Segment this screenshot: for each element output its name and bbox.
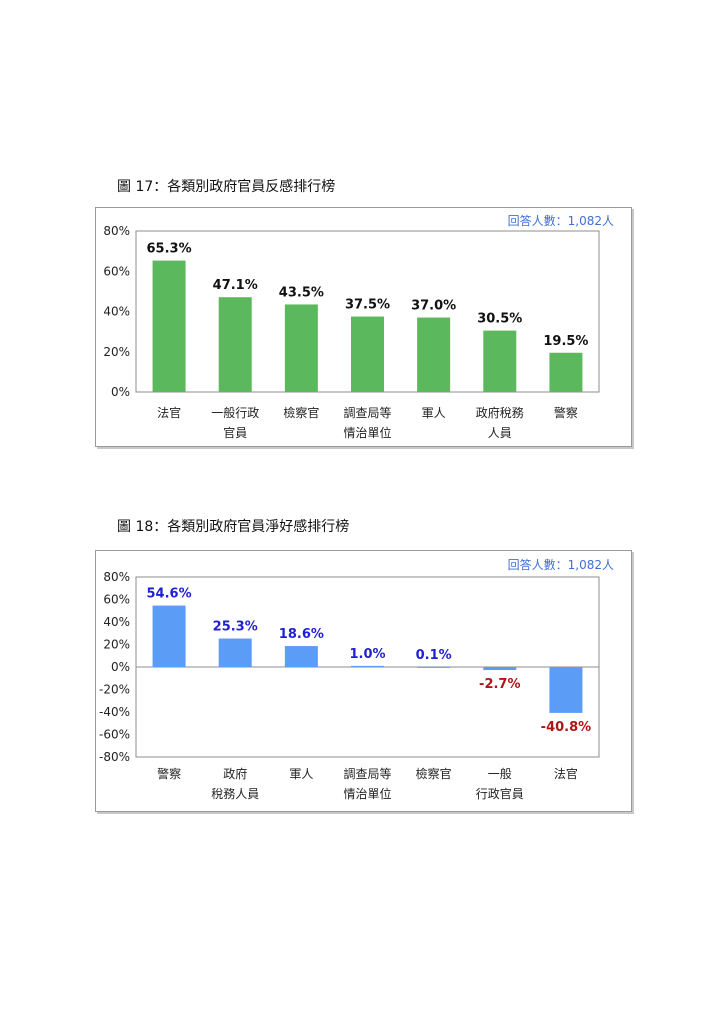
category-label-line: 行政官員 <box>476 786 524 801</box>
bar-5 <box>483 667 517 671</box>
bar-value-label-6: 19.5% <box>543 334 588 349</box>
bar-2 <box>284 304 318 392</box>
bar-3 <box>351 316 384 392</box>
bar-4 <box>417 666 451 668</box>
bar-1 <box>218 297 252 392</box>
category-label-2: 檢察官 <box>283 405 319 420</box>
bar-value-label-5: -2.7% <box>479 677 520 692</box>
bar-value-label-5: 30.5% <box>477 312 522 327</box>
bar-value-label-3: 37.5% <box>345 298 390 313</box>
figure-18-title: 圖 18：各類別政府官員淨好感排行榜 <box>117 519 350 535</box>
bar-value-label-1: 25.3% <box>213 620 258 635</box>
category-label-3: 調查局等情治單位 <box>343 406 391 440</box>
y-tick-label: 60% <box>103 264 130 278</box>
bar-value-label-1: 47.1% <box>213 278 258 293</box>
chart-18-svg: 回答人數：1,082人 80% 60% 40% 20% 0% -20% -40% -60% -80… <box>99 557 614 801</box>
category-label-line: 情治單位 <box>343 786 391 801</box>
respondent-count-annotation: 回答人數：1,082人 <box>508 213 614 228</box>
y-tick-label: 0% <box>111 385 130 399</box>
category-label-5: 政府稅務人員 <box>476 405 524 440</box>
bar-value-label-3: 1.0% <box>349 647 385 662</box>
category-label-line: 人員 <box>488 426 512 440</box>
category-label-line: 情治單位 <box>343 425 391 440</box>
bar-value-label-4: 0.1% <box>416 648 452 663</box>
category-label-line: 政府 <box>223 766 247 781</box>
bar-value-label-2: 18.6% <box>279 627 324 642</box>
category-label-line: 軍人 <box>289 767 313 781</box>
chart-18-panel: 回答人數：1,082人 80% 60% 40% 20% 0% -20% -40% -60% -80… <box>95 550 632 812</box>
category-label-line: 檢察官 <box>283 405 319 420</box>
y-tick-label: 80% <box>103 570 130 584</box>
category-label-3: 調查局等情治單位 <box>343 767 391 801</box>
figure-17-title: 圖 17：各類別政府官員反感排行榜 <box>117 179 336 195</box>
category-label-2: 軍人 <box>289 767 313 781</box>
chart-17-panel: 回答人數：1,082人 80% 60% 40% 20% 0% 65.3% 法官 47.1% 一般行… <box>95 207 632 447</box>
bar-6 <box>549 352 583 392</box>
category-label-line: 官員 <box>223 425 247 440</box>
bar-value-label-0: 65.3% <box>147 242 192 257</box>
category-label-line: 檢察官 <box>416 766 452 781</box>
bar-value-label-4: 37.0% <box>411 299 456 314</box>
bar-value-label-2: 43.5% <box>279 285 324 300</box>
category-label-line: 警察 <box>554 405 578 420</box>
category-label-4: 軍人 <box>422 406 446 420</box>
category-label-line: 政府稅務 <box>476 405 524 420</box>
category-label-6: 警察 <box>554 405 578 420</box>
category-label-line: 稅務人員 <box>211 787 259 801</box>
bar-2 <box>284 646 318 667</box>
chart-17-svg: 回答人數：1,082人 80% 60% 40% 20% 0% 65.3% 法官 47.1% 一般行… <box>103 213 614 440</box>
y-tick-label: 20% <box>103 345 130 359</box>
bar-5 <box>483 330 517 392</box>
bar-4 <box>417 317 451 392</box>
bar-value-label-0: 54.6% <box>147 587 192 602</box>
category-label-0: 警察 <box>157 766 181 781</box>
y-tick-label: 0% <box>111 660 130 674</box>
y-tick-label: 40% <box>103 615 130 629</box>
category-label-0: 法官 <box>157 405 181 420</box>
bar-6 <box>549 667 583 713</box>
category-label-1: 政府稅務人員 <box>211 766 259 801</box>
category-label-line: 法官 <box>554 766 578 781</box>
category-label-line: 法官 <box>157 405 181 420</box>
y-tick-label: -80% <box>99 750 130 764</box>
category-label-line: 一般行政 <box>211 405 259 420</box>
category-label-line: 調查局等 <box>343 767 391 781</box>
bar-1 <box>218 638 252 667</box>
bar-3 <box>351 665 384 667</box>
category-label-6: 法官 <box>554 766 578 781</box>
category-label-line: 軍人 <box>422 406 446 420</box>
category-label-line: 警察 <box>157 766 181 781</box>
y-tick-label: 20% <box>103 638 130 652</box>
y-tick-label: -20% <box>99 683 130 697</box>
y-tick-label: 80% <box>103 224 130 238</box>
y-tick-label: 40% <box>103 305 130 319</box>
y-tick-label: -60% <box>99 728 130 742</box>
category-label-4: 檢察官 <box>416 766 452 781</box>
category-label-5: 一般行政官員 <box>476 766 524 801</box>
category-label-line: 調查局等 <box>343 406 391 420</box>
y-tick-label: 60% <box>103 593 130 607</box>
category-label-line: 一般 <box>488 766 512 781</box>
category-label-1: 一般行政官員 <box>211 405 259 440</box>
bar-0 <box>152 260 186 392</box>
bar-0 <box>152 605 186 667</box>
respondent-count-annotation: 回答人數：1,082人 <box>508 557 614 572</box>
bar-value-label-6: -40.8% <box>541 720 592 735</box>
y-tick-label: -40% <box>99 705 130 719</box>
